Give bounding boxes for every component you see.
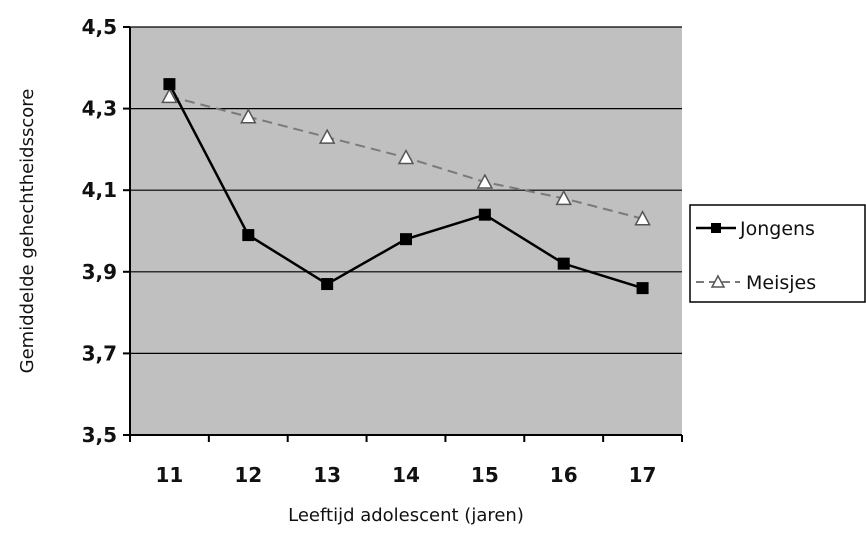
plot-area: [130, 27, 682, 435]
data-point-meisjes: [397, 148, 415, 165]
y-tick-label: 3,5: [82, 423, 117, 447]
x-axis-ticks: 11 12 13 14 15 16 17: [129, 435, 683, 487]
x-tick-label: 15: [471, 463, 499, 487]
y-tick-label: 3,7: [82, 341, 117, 365]
x-tick-label: 13: [313, 463, 341, 487]
data-point-jongens: [242, 229, 255, 242]
data-point-meisjes: [634, 210, 651, 226]
data-point-meisjes: [240, 108, 257, 124]
x-tick-label: 12: [234, 463, 262, 487]
data-point-jongens: [321, 278, 334, 291]
y-axis-title: Gemiddelde gehechtheidsscore: [17, 89, 38, 374]
data-point-jongens: [636, 282, 649, 295]
y-tick-label: 3,9: [82, 260, 117, 284]
data-point-jongens: [163, 78, 176, 91]
legend-meisjes-label: Meisjes: [746, 272, 816, 294]
y-axis-ticks: 3,5 3,7 3,9 4,1 4,3 4,5: [82, 15, 130, 447]
y-tick-label: 4,5: [82, 15, 117, 39]
y-tick-label: 4,1: [82, 178, 117, 202]
x-tick-label: 11: [156, 463, 184, 487]
x-tick-label: 16: [550, 463, 578, 487]
data-point-jongens: [478, 208, 491, 221]
legend-meisjes-marker: [710, 274, 726, 288]
data-point-meisjes: [318, 128, 336, 144]
x-tick-label: 17: [629, 463, 657, 487]
x-tick-label: 14: [392, 463, 420, 487]
data-point-meisjes: [161, 87, 178, 104]
data-point-jongens: [400, 233, 412, 246]
legend: Jongens Meisjes: [689, 204, 866, 303]
data-point-meisjes: [476, 173, 494, 189]
y-tick-label: 4,3: [82, 97, 117, 121]
data-point-meisjes: [555, 189, 572, 206]
x-axis-title: Leeftijd adolescent (jaren): [288, 505, 524, 526]
series-group: [161, 78, 651, 295]
data-point-jongens: [557, 257, 570, 270]
legend-jongens-marker: [711, 223, 721, 233]
legend-jongens-label: Jongens: [739, 218, 815, 240]
